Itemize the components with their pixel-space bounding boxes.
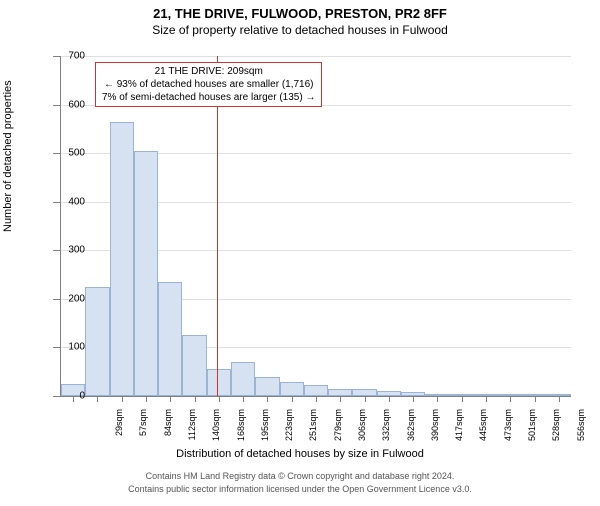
x-tick <box>462 396 463 402</box>
histogram-bar <box>134 151 158 396</box>
x-tick-label: 332sqm <box>381 409 391 459</box>
y-tick-label: 0 <box>45 391 85 402</box>
chart-title-sub: Size of property relative to detached ho… <box>0 23 600 37</box>
y-tick-label: 300 <box>45 245 85 256</box>
info-box-line: ← 93% of detached houses are smaller (1,… <box>102 78 315 91</box>
x-tick <box>170 396 171 402</box>
x-tick <box>267 396 268 402</box>
chart-title-main: 21, THE DRIVE, FULWOOD, PRESTON, PR2 8FF <box>0 6 600 21</box>
x-tick-label: 29sqm <box>114 409 124 459</box>
reference-line <box>217 56 218 396</box>
info-box: 21 THE DRIVE: 209sqm← 93% of detached ho… <box>95 62 322 107</box>
x-tick <box>535 396 536 402</box>
x-tick-label: 417sqm <box>454 409 464 459</box>
x-tick <box>389 396 390 402</box>
histogram-bar <box>85 287 109 396</box>
x-tick <box>559 396 560 402</box>
x-tick <box>486 396 487 402</box>
y-axis-label: Number of detached properties <box>2 80 14 232</box>
x-tick-label: 556sqm <box>576 409 586 459</box>
x-tick <box>365 396 366 402</box>
x-tick-label: 501sqm <box>527 409 537 459</box>
x-tick <box>413 396 414 402</box>
histogram-bar <box>110 122 134 396</box>
histogram-bar <box>182 335 206 396</box>
x-tick <box>243 396 244 402</box>
x-tick-label: 528sqm <box>551 409 561 459</box>
histogram-bar <box>207 369 231 396</box>
x-tick-label: 112sqm <box>187 409 197 459</box>
y-tick-label: 100 <box>45 342 85 353</box>
x-tick-label: 390sqm <box>430 409 440 459</box>
histogram-bar <box>255 377 279 396</box>
y-tick-label: 400 <box>45 196 85 207</box>
x-tick-label: 57sqm <box>138 409 148 459</box>
x-tick <box>219 396 220 402</box>
x-tick <box>292 396 293 402</box>
y-tick-label: 200 <box>45 293 85 304</box>
x-tick <box>340 396 341 402</box>
x-tick-label: 306sqm <box>357 409 367 459</box>
info-box-line: 7% of semi-detached houses are larger (1… <box>102 91 315 104</box>
x-tick <box>510 396 511 402</box>
x-tick-label: 84sqm <box>163 409 173 459</box>
x-tick-label: 362sqm <box>406 409 416 459</box>
x-tick <box>316 396 317 402</box>
x-tick <box>437 396 438 402</box>
info-box-line: 21 THE DRIVE: 209sqm <box>102 65 315 78</box>
x-tick <box>97 396 98 402</box>
x-tick-label: 223sqm <box>284 409 294 459</box>
x-tick <box>122 396 123 402</box>
x-tick-label: 195sqm <box>260 409 270 459</box>
y-tick-label: 500 <box>45 148 85 159</box>
histogram-bar <box>304 385 328 396</box>
x-tick-label: 251sqm <box>308 409 318 459</box>
histogram-bar <box>328 389 352 396</box>
x-tick-label: 279sqm <box>333 409 343 459</box>
chart-plot-area <box>60 56 571 397</box>
x-tick-label: 168sqm <box>236 409 246 459</box>
x-tick <box>146 396 147 402</box>
histogram-bar <box>352 389 376 396</box>
histogram-bar <box>158 282 182 396</box>
x-tick-label: 473sqm <box>503 409 513 459</box>
footer-line-1: Contains HM Land Registry data © Crown c… <box>0 471 600 481</box>
y-tick-label: 700 <box>45 51 85 62</box>
x-tick-label: 445sqm <box>478 409 488 459</box>
histogram-bar <box>231 362 255 396</box>
y-tick-label: 600 <box>45 99 85 110</box>
x-tick-label: 140sqm <box>211 409 221 459</box>
gridline <box>61 56 571 57</box>
x-tick <box>195 396 196 402</box>
footer-line-2: Contains public sector information licen… <box>0 484 600 494</box>
histogram-bar <box>280 382 304 396</box>
